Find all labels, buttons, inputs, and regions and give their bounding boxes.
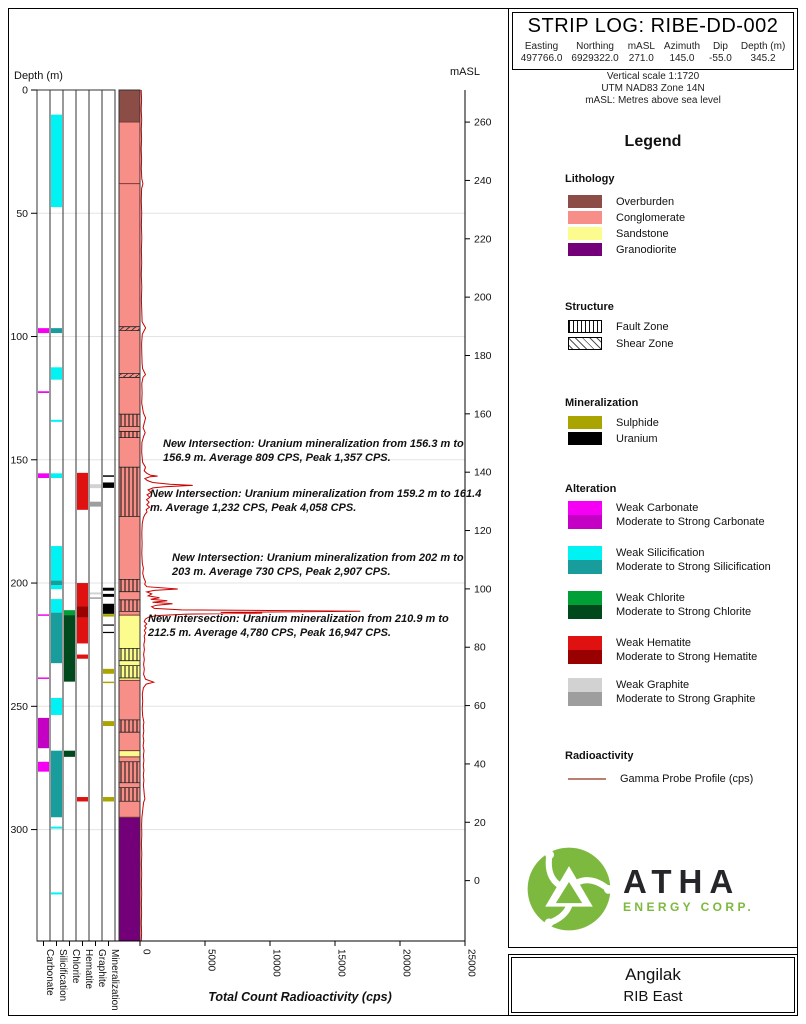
svg-text:220: 220 [474,233,492,245]
atha-logo-mark [527,847,613,931]
lithology-heading: Lithology [565,173,615,185]
svg-text:200: 200 [10,578,28,590]
legend-pair-carbonate: Weak Carbonate Moderate to Strong Carbon… [568,501,765,529]
field-northing: Northing 6929322.0 [571,41,619,64]
svg-text:Silicification: Silicification [57,949,68,1001]
map-info: Vertical scale 1:1720 UTM NAD83 Zone 14N… [509,71,797,107]
legend-item-gamma-profile: Gamma Probe Profile (cps) [568,773,753,785]
svg-text:Mineralization: Mineralization [109,949,120,1011]
svg-text:160: 160 [474,408,492,420]
field-dip: Dip -55.0 [709,41,732,64]
svg-text:260: 260 [474,117,492,129]
field-masl: mASL 271.0 [627,41,655,64]
svg-text:180: 180 [474,350,492,362]
legend-item-sandstone: Sandstone [568,227,669,240]
legend-pair-silicification: Weak Silicification Moderate to Strong S… [568,546,771,574]
intersection-annotation: New Intersection: Uranium mineralization… [148,613,449,640]
project-box: Angilak RIB East [508,954,798,1016]
mineralization-heading: Mineralization [565,397,639,409]
svg-text:mASL: mASL [450,66,480,78]
svg-text:0: 0 [474,875,480,887]
svg-text:100: 100 [474,583,492,595]
legend-item-uranium: Uranium [568,432,658,445]
graphite-swatch [568,678,602,706]
project-name: Angilak [625,965,681,984]
logo-subtitle: ENERGY CORP. [623,899,755,914]
structure-heading: Structure [565,301,614,313]
svg-text:240: 240 [474,175,492,187]
sulphide-swatch [568,416,602,429]
legend-title: Legend [624,133,682,150]
intersection-annotation: New Intersection: Uranium mineralization… [172,552,464,579]
project-area: RIB East [623,988,683,1005]
collar-fields: Easting 497766.0 Northing 6929322.0 mASL… [513,41,793,65]
legend-item-granodiorite: Granodiorite [568,243,677,256]
svg-text:Chlorite: Chlorite [70,949,81,984]
intersection-annotation: New Intersection: Uranium mineralization… [150,488,482,515]
field-azimuth: Azimuth 145.0 [663,41,701,64]
masl-note: mASL: Metres above sea level [585,95,721,106]
svg-text:0: 0 [141,949,152,955]
field-depth: Depth (m) 345.2 [740,41,786,64]
legend-item-sulphide: Sulphide [568,416,659,429]
svg-text:Total Count Radioactivity (cps: Total Count Radioactivity (cps) [208,990,392,1004]
legend-item-overburden: Overburden [568,195,674,208]
svg-text:Hematite: Hematite [83,949,94,989]
intersection-annotation: New Intersection: Uranium mineralization… [163,438,464,465]
svg-text:0: 0 [22,85,28,97]
gamma-line-swatch [568,778,606,780]
carbonate-swatch [568,501,602,529]
svg-text:Carbonate: Carbonate [44,949,55,996]
sandstone-swatch [568,227,602,240]
svg-text:80: 80 [474,642,486,654]
hematite-swatch [568,636,602,664]
utm-zone: UTM NAD83 Zone 14N [601,83,705,94]
svg-text:20000: 20000 [401,949,412,977]
svg-text:120: 120 [474,525,492,537]
svg-text:Graphite: Graphite [96,949,107,988]
drillhole-header: STRIP LOG: RIBE-DD-002 Easting 497766.0 … [512,12,794,70]
vertical-scale: Vertical scale 1:1720 [606,71,700,82]
strip-log-svg: Depth (m)050100150200250300mASL260240220… [10,66,492,1011]
shear-zone-swatch [568,337,602,350]
legend-item-conglomerate: Conglomerate [568,211,685,224]
svg-text:300: 300 [10,824,28,836]
atha-logo: ATHA ENERGY CORP. [525,845,785,933]
svg-text:10000: 10000 [271,949,282,977]
svg-text:50: 50 [16,208,28,220]
svg-text:200: 200 [474,292,492,304]
field-easting: Easting 497766.0 [520,41,563,64]
conglomerate-swatch [568,211,602,224]
legend-pair-graphite: Weak Graphite Moderate to Strong Graphit… [568,678,755,706]
svg-text:40: 40 [474,758,486,770]
chlorite-swatch [568,591,602,619]
legend-pair-chlorite: Weak Chlorite Moderate to Strong Chlorit… [568,591,751,619]
svg-text:250: 250 [10,701,28,713]
uranium-swatch [568,432,602,445]
legend-item-shear-zone: Shear Zone [568,337,673,350]
legend-item-fault-zone: Fault Zone [568,320,669,333]
svg-text:20: 20 [474,817,486,829]
svg-text:Depth (m): Depth (m) [14,70,63,82]
strip-log-plot: Depth (m) 0 50 100 150 200 250 300 mASL 260 240 220… [10,66,492,1011]
alteration-heading: Alteration [565,483,617,495]
svg-text:5000: 5000 [206,949,217,972]
silicification-swatch [568,546,602,574]
radioactivity-heading: Radioactivity [565,750,634,762]
fault-zone-swatch [568,320,602,333]
svg-text:150: 150 [10,454,28,466]
overburden-swatch [568,195,602,208]
granodiorite-swatch [568,243,602,256]
page-title: STRIP LOG: RIBE-DD-002 [527,15,779,37]
svg-text:140: 140 [474,467,492,479]
legend-pair-hematite: Weak Hematite Moderate to Strong Hematit… [568,636,757,664]
svg-text:60: 60 [474,700,486,712]
svg-text:100: 100 [10,331,28,343]
logo-name: ATHA [623,862,741,900]
info-legend-panel: STRIP LOG: RIBE-DD-002 Easting 497766.0 … [508,8,798,948]
svg-text:15000: 15000 [336,949,347,977]
svg-text:25000: 25000 [466,949,477,977]
